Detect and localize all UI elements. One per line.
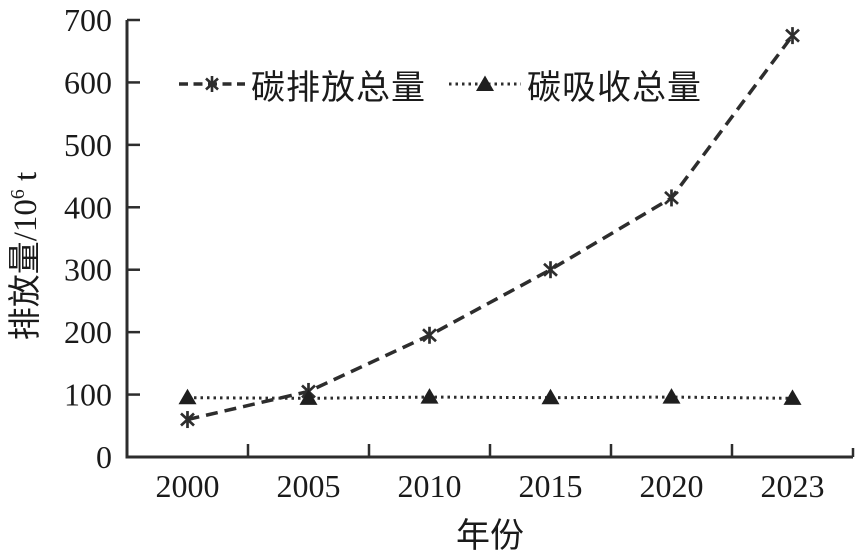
data-marker-triangle [783, 389, 802, 405]
y-axis-title: 排放量/106 t [6, 96, 46, 416]
x-tick-label: 2015 [519, 468, 583, 504]
x-tick-label: 2000 [156, 468, 220, 504]
x-axis-title: 年份 [456, 518, 524, 555]
y-tick-label: 200 [64, 314, 112, 350]
x-tick-label: 2020 [640, 468, 704, 504]
y-tick-label: 400 [64, 189, 112, 225]
data-marker-asterisk [422, 326, 437, 344]
y-tick-label: 700 [64, 2, 112, 38]
y-axis-title-exponent: 6 [7, 189, 29, 200]
y-axis-title-base: 排放量/10 [8, 199, 44, 341]
y-tick-label: 500 [64, 127, 112, 163]
legend-item-emissions: 碳排放总量 [178, 60, 426, 109]
x-tick-label: 2005 [277, 468, 341, 504]
triangle-marker-icon [449, 75, 521, 91]
y-tick-label: 0 [96, 439, 112, 475]
legend-label-absorption: 碳吸收总量 [527, 69, 702, 107]
y-tick-label: 100 [64, 377, 112, 413]
data-marker-asterisk [785, 27, 800, 45]
data-marker-asterisk [543, 261, 558, 279]
series-line-1 [187, 395, 793, 400]
data-marker-triangle [541, 388, 560, 405]
data-marker-asterisk [180, 411, 195, 429]
legend-item-absorption: 碳吸收总量 [448, 60, 702, 109]
y-tick-label: 300 [64, 252, 112, 288]
x-tick-label: 2010 [398, 468, 462, 504]
asterisk-marker-icon [179, 76, 245, 92]
y-tick-label: 600 [64, 64, 112, 100]
data-marker-triangle [662, 388, 681, 404]
x-tick-label: 2023 [761, 468, 825, 504]
series-line-0 [187, 34, 794, 422]
legend: 碳排放总量 碳吸收总量 [178, 64, 702, 107]
data-marker-triangle [299, 389, 318, 405]
data-marker-asterisk [664, 189, 679, 207]
data-marker-triangle [420, 388, 439, 404]
y-axis-title-unit: t [8, 171, 44, 190]
legend-label-emissions: 碳排放总量 [251, 69, 426, 107]
data-marker-triangle [178, 388, 197, 405]
